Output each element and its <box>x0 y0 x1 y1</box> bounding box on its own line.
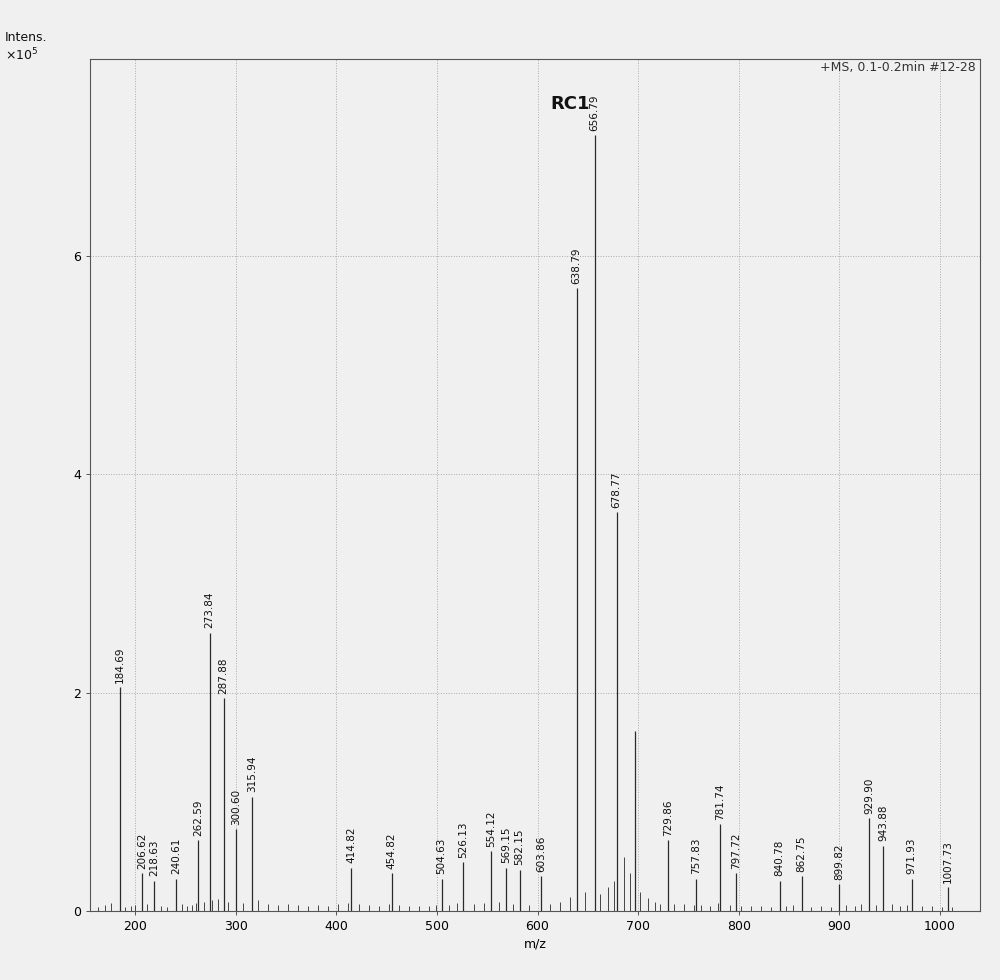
Text: 414.82: 414.82 <box>346 827 356 863</box>
Text: 240.61: 240.61 <box>171 838 181 874</box>
Text: 273.84: 273.84 <box>205 592 215 628</box>
Text: 638.79: 638.79 <box>572 248 582 284</box>
Text: 184.69: 184.69 <box>115 647 125 683</box>
Text: 603.86: 603.86 <box>536 836 546 872</box>
Text: 797.72: 797.72 <box>731 832 741 868</box>
Text: 899.82: 899.82 <box>834 843 844 880</box>
Text: 943.88: 943.88 <box>878 805 888 842</box>
Text: 287.88: 287.88 <box>219 658 229 694</box>
Text: RC1: RC1 <box>550 95 590 114</box>
Text: 971.93: 971.93 <box>907 838 917 874</box>
Text: 569.15: 569.15 <box>501 827 511 863</box>
Text: 206.62: 206.62 <box>137 832 147 868</box>
Text: 300.60: 300.60 <box>231 789 241 825</box>
Text: 840.78: 840.78 <box>775 840 785 876</box>
Text: 554.12: 554.12 <box>486 810 496 847</box>
X-axis label: m/z: m/z <box>524 938 546 951</box>
Text: 656.79: 656.79 <box>590 94 600 131</box>
Text: 929.90: 929.90 <box>864 778 874 814</box>
Text: 262.59: 262.59 <box>193 800 203 836</box>
Text: 757.83: 757.83 <box>691 838 701 874</box>
Text: 862.75: 862.75 <box>797 836 807 872</box>
Text: 218.63: 218.63 <box>149 840 159 876</box>
Text: $\times$10$^5$: $\times$10$^5$ <box>5 47 38 64</box>
Text: +MS, 0.1-0.2min #12-28: +MS, 0.1-0.2min #12-28 <box>820 61 976 74</box>
Text: 582.15: 582.15 <box>515 829 525 865</box>
Text: Intens.: Intens. <box>5 31 48 44</box>
Text: 454.82: 454.82 <box>387 832 397 868</box>
Text: 678.77: 678.77 <box>612 471 622 508</box>
Text: 526.13: 526.13 <box>458 821 468 858</box>
Text: 315.94: 315.94 <box>247 756 257 792</box>
Text: 781.74: 781.74 <box>715 783 725 819</box>
Text: 729.86: 729.86 <box>663 800 673 836</box>
Text: 1007.73: 1007.73 <box>943 840 953 883</box>
Text: 504.63: 504.63 <box>437 838 447 874</box>
